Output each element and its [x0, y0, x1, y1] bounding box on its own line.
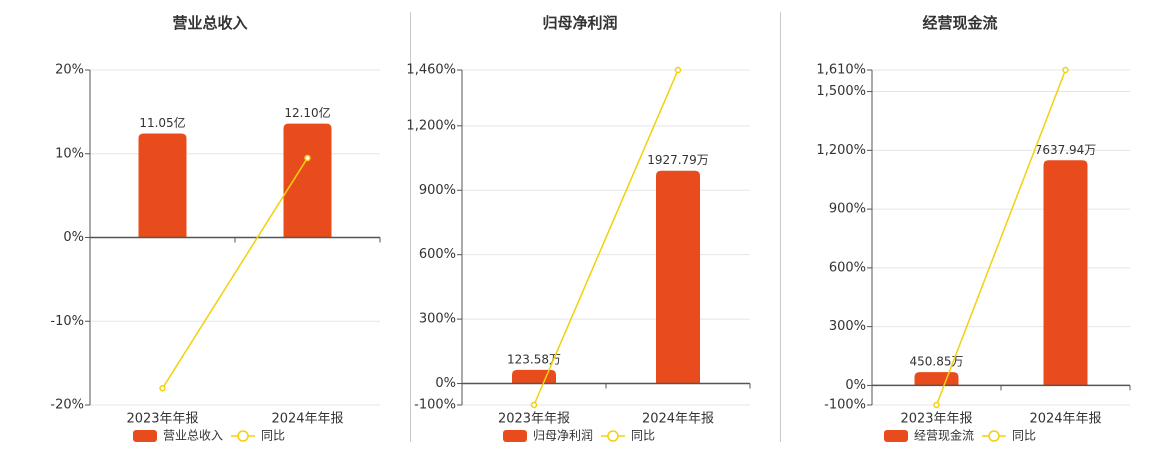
bar-data-label: 11.05亿 — [139, 115, 185, 130]
y-tick-label: 1,610% — [816, 63, 866, 78]
y-tick-label: 900% — [419, 183, 456, 198]
legend-line-marker — [237, 430, 249, 442]
y-tick-label: -100% — [414, 398, 456, 413]
y-tick-label: -10% — [50, 314, 84, 329]
bar-data-label: 7637.94万 — [1035, 143, 1097, 157]
y-tick-label: 0% — [845, 378, 866, 393]
yoy-point — [159, 385, 166, 392]
y-tick-label: 300% — [419, 312, 456, 327]
legend-bar-swatch — [884, 430, 908, 442]
legend-line-marker — [988, 430, 1000, 442]
y-tick-label: 1,500% — [816, 84, 866, 99]
legend-bar-swatch — [133, 430, 157, 442]
x-tick-label: 2024年年报 — [1029, 412, 1101, 427]
legend-bar-label: 经营现金流 — [914, 428, 974, 443]
x-tick-label: 2023年年报 — [900, 412, 972, 427]
legend-bar-label: 归母净利润 — [533, 429, 593, 443]
y-tick-label: 600% — [829, 260, 866, 275]
yoy-line — [161, 157, 309, 389]
x-tick-label: 2023年年报 — [126, 412, 198, 427]
bar — [914, 372, 959, 386]
yoy-point — [530, 401, 538, 409]
legend-line-label: 同比 — [261, 429, 285, 443]
yoy-line — [533, 69, 679, 406]
y-tick-label: -20% — [50, 398, 84, 413]
y-tick-label: 0% — [63, 230, 84, 245]
yoy-point — [1062, 66, 1069, 74]
bar — [1043, 160, 1088, 386]
y-tick-label: 900% — [829, 202, 866, 217]
y-tick-label: 1,200% — [816, 143, 866, 158]
legend-line-marker — [607, 430, 619, 442]
x-tick-label: 2024年年报 — [271, 412, 343, 427]
y-tick-label: 1,460% — [406, 63, 456, 78]
legend-line-label: 同比 — [631, 429, 655, 443]
bar-data-label: 12.10亿 — [284, 105, 330, 120]
yoy-line — [935, 69, 1067, 406]
yoy-point — [304, 154, 311, 162]
panel-divider — [780, 12, 781, 442]
chart-title-revenue: 营业总收入 — [172, 14, 248, 32]
x-tick-label: 2024年年报 — [642, 412, 714, 427]
chart-title-net-profit: 归母净利润 — [542, 14, 618, 32]
legend-bar-swatch — [503, 430, 527, 442]
y-tick-label: -100% — [824, 398, 866, 413]
bar — [283, 123, 332, 238]
bar-data-label: 450.85万 — [910, 355, 964, 369]
chart-title-cash-flow: 经营现金流 — [922, 14, 998, 32]
panel-divider — [410, 12, 411, 442]
y-tick-label: 600% — [419, 247, 456, 262]
bar — [656, 170, 700, 384]
y-tick-label: 1,200% — [406, 118, 456, 133]
legend-bar-label: 营业总收入 — [163, 429, 223, 443]
y-tick-label: 0% — [435, 376, 456, 391]
yoy-point — [674, 66, 682, 74]
y-tick-label: 300% — [829, 319, 866, 334]
legend-line-label: 同比 — [1012, 429, 1036, 443]
bar-data-label: 1927.79万 — [647, 153, 709, 167]
bar — [138, 133, 187, 238]
y-tick-label: 10% — [55, 146, 84, 161]
y-tick-label: 20% — [55, 63, 84, 78]
x-tick-label: 2023年年报 — [498, 412, 570, 427]
bar-data-label: 123.58万 — [507, 352, 561, 366]
yoy-point — [933, 401, 940, 409]
bar — [512, 369, 556, 384]
